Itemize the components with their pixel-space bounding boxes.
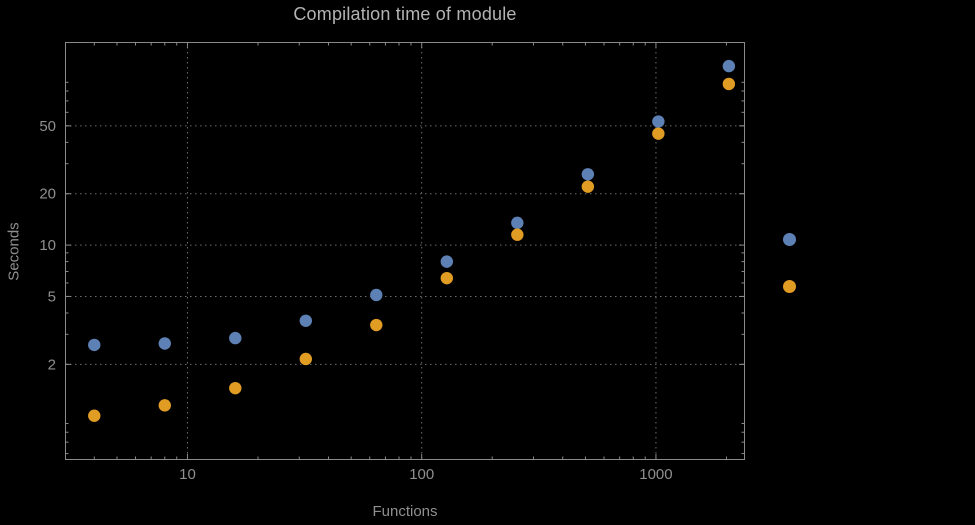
- y-tick-label: 20: [39, 186, 56, 203]
- data-point-blue-series: [440, 255, 454, 268]
- data-point-orange-series: [722, 77, 736, 91]
- x-tick-label: 100: [409, 466, 434, 483]
- data-point-blue-series: [722, 59, 736, 73]
- data-point-blue-series: [511, 216, 524, 230]
- data-point-blue-series: [158, 337, 171, 350]
- x-tick-label: 10: [179, 466, 196, 483]
- y-tick-label: 50: [39, 118, 56, 135]
- data-point-orange-series: [440, 271, 454, 285]
- plot-area: 10 100 1000 2 5 10 20 50: [39, 42, 745, 483]
- data-point-orange-series: [370, 318, 383, 332]
- x-tick-label: 1000: [639, 466, 672, 483]
- data-point-blue-series: [581, 168, 595, 181]
- data-point-blue-series: [229, 331, 242, 345]
- legend-marker-orange-series: [783, 280, 796, 293]
- data-point-blue-series: [370, 288, 383, 302]
- data-point-blue-series: [652, 115, 665, 128]
- y-axis-label: Seconds: [5, 222, 23, 281]
- data-point-orange-series: [581, 180, 595, 193]
- chart-title: Compilation time of module: [293, 4, 517, 24]
- data-point-orange-series: [511, 228, 524, 241]
- data-point-blue-series: [88, 338, 101, 352]
- legend-marker-blue-series: [783, 233, 796, 246]
- data-point-blue-series: [299, 314, 312, 327]
- plot-frame: [65, 42, 745, 460]
- data-point-orange-series: [88, 409, 101, 422]
- y-tick-label: 5: [48, 288, 56, 305]
- data-point-orange-series: [158, 399, 171, 412]
- y-tick-label: 10: [39, 237, 56, 254]
- data-point-orange-series: [299, 352, 312, 366]
- legend: [783, 233, 796, 293]
- data-point-orange-series: [229, 381, 242, 395]
- x-axis-label: Functions: [372, 503, 438, 520]
- y-tick-label: 2: [48, 356, 56, 373]
- data-point-orange-series: [652, 127, 665, 140]
